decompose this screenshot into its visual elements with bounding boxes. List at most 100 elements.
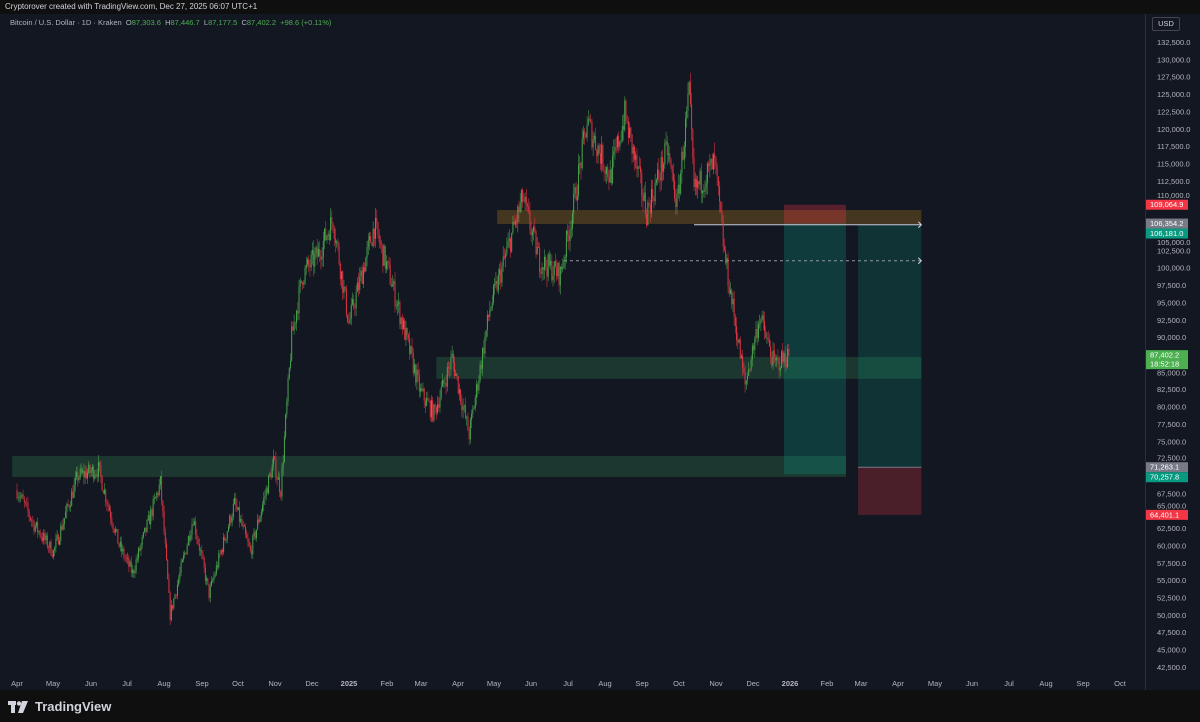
candle-up[interactable] xyxy=(223,536,225,553)
candle-up[interactable] xyxy=(478,380,480,391)
symbol-name[interactable]: Bitcoin / U.S. Dollar · 1D · Kraken xyxy=(10,18,122,27)
candle-up[interactable] xyxy=(643,192,645,201)
candle-up[interactable] xyxy=(366,247,368,258)
candle-down[interactable] xyxy=(461,401,463,411)
candle-up[interactable] xyxy=(712,154,714,170)
candle-up[interactable] xyxy=(592,139,594,148)
candle-down[interactable] xyxy=(742,355,744,369)
candle-down[interactable] xyxy=(671,166,673,173)
candle-down[interactable] xyxy=(102,490,104,494)
candle-down[interactable] xyxy=(675,198,677,207)
candle-up[interactable] xyxy=(35,521,37,527)
candle-up[interactable] xyxy=(559,266,561,286)
candle-up[interactable] xyxy=(282,462,284,469)
candle-down[interactable] xyxy=(584,131,586,133)
candle-up[interactable] xyxy=(260,511,262,518)
candle-down[interactable] xyxy=(221,550,223,553)
candle-up[interactable] xyxy=(134,570,136,574)
candle-down[interactable] xyxy=(274,456,276,459)
candle-down[interactable] xyxy=(197,539,199,544)
candle-up[interactable] xyxy=(517,206,519,223)
candle-up[interactable] xyxy=(750,359,752,370)
candle-up[interactable] xyxy=(158,484,160,495)
candle-up[interactable] xyxy=(760,319,762,324)
candle-down[interactable] xyxy=(166,543,168,560)
candle-down[interactable] xyxy=(723,246,725,250)
candle-down[interactable] xyxy=(784,353,786,365)
candle-down[interactable] xyxy=(554,261,556,268)
candle-down[interactable] xyxy=(542,267,544,270)
candle-down[interactable] xyxy=(575,187,577,201)
candle-down[interactable] xyxy=(376,217,378,223)
candle-up[interactable] xyxy=(620,139,622,142)
candle-up[interactable] xyxy=(619,141,621,147)
candle-up[interactable] xyxy=(635,154,637,160)
candle-down[interactable] xyxy=(695,178,697,188)
candle-down[interactable] xyxy=(83,470,85,478)
candle-down[interactable] xyxy=(438,404,440,408)
candle-down[interactable] xyxy=(148,515,150,525)
candle-up[interactable] xyxy=(466,416,468,418)
chart-area[interactable] xyxy=(0,14,1145,676)
candle-up[interactable] xyxy=(657,169,659,180)
candle-down[interactable] xyxy=(401,317,403,330)
candle-down[interactable] xyxy=(636,154,638,170)
candle-up[interactable] xyxy=(227,526,229,532)
candle-up[interactable] xyxy=(571,213,573,229)
candle-down[interactable] xyxy=(123,548,125,558)
candle-down[interactable] xyxy=(468,430,470,440)
candle-down[interactable] xyxy=(332,223,334,229)
candle-up[interactable] xyxy=(356,282,358,293)
candle-down[interactable] xyxy=(249,546,251,551)
candle-down[interactable] xyxy=(711,158,713,170)
candle-down[interactable] xyxy=(175,594,177,596)
candle-down[interactable] xyxy=(353,299,355,308)
candle-down[interactable] xyxy=(110,511,112,519)
candle-down[interactable] xyxy=(653,198,655,202)
candle-down[interactable] xyxy=(18,497,20,498)
candle-down[interactable] xyxy=(449,368,451,370)
candle-down[interactable] xyxy=(429,401,431,418)
candle-up[interactable] xyxy=(387,261,389,262)
candle-down[interactable] xyxy=(527,203,529,207)
candle-up[interactable] xyxy=(215,565,217,575)
candle-down[interactable] xyxy=(773,350,775,359)
candle-up[interactable] xyxy=(322,241,324,258)
candle-down[interactable] xyxy=(693,158,695,188)
candle-up[interactable] xyxy=(156,492,158,498)
candle-down[interactable] xyxy=(561,266,563,270)
candle-up[interactable] xyxy=(462,406,464,411)
candle-down[interactable] xyxy=(708,163,710,166)
candle-down[interactable] xyxy=(548,254,550,266)
candle-down[interactable] xyxy=(238,507,240,522)
candle-down[interactable] xyxy=(77,472,79,481)
candle-up[interactable] xyxy=(557,263,559,277)
candle-down[interactable] xyxy=(631,134,633,154)
candle-down[interactable] xyxy=(719,186,721,202)
candle-up[interactable] xyxy=(393,281,395,285)
candle-down[interactable] xyxy=(354,307,356,309)
candle-up[interactable] xyxy=(606,167,608,174)
candle-down[interactable] xyxy=(649,204,651,214)
candle-down[interactable] xyxy=(164,532,166,544)
candle-up[interactable] xyxy=(289,360,291,368)
candle-up[interactable] xyxy=(142,532,144,538)
candle-up[interactable] xyxy=(355,292,357,309)
candle-up[interactable] xyxy=(697,181,699,188)
candle-down[interactable] xyxy=(294,322,296,323)
candle-up[interactable] xyxy=(726,258,728,264)
candle-down[interactable] xyxy=(674,180,676,199)
candle-up[interactable] xyxy=(220,550,222,554)
candle-up[interactable] xyxy=(119,541,121,547)
candle-down[interactable] xyxy=(348,321,350,324)
candle-down[interactable] xyxy=(523,201,525,202)
candle-down[interactable] xyxy=(117,529,119,544)
candle-up[interactable] xyxy=(574,187,576,194)
candle-up[interactable] xyxy=(482,348,484,369)
candle-down[interactable] xyxy=(168,578,170,593)
candle-up[interactable] xyxy=(97,461,99,477)
candle-down[interactable] xyxy=(328,233,330,241)
candle-down[interactable] xyxy=(500,269,502,283)
candle-down[interactable] xyxy=(669,153,671,160)
candle-down[interactable] xyxy=(698,181,700,185)
